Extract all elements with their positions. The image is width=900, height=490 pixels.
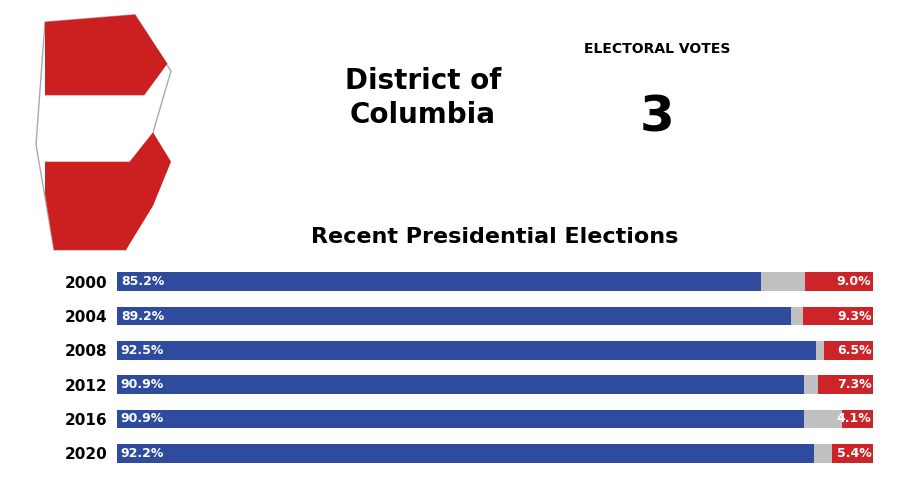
Polygon shape: [45, 132, 171, 250]
Text: 6.5%: 6.5%: [837, 344, 871, 357]
Polygon shape: [45, 96, 153, 162]
Bar: [842, 410, 873, 428]
Polygon shape: [71, 20, 102, 59]
Text: Recent Presidential Elections: Recent Presidential Elections: [311, 227, 679, 247]
Polygon shape: [36, 15, 171, 250]
Text: 85.2%: 85.2%: [121, 275, 164, 288]
Bar: [761, 272, 805, 291]
Bar: [824, 341, 873, 360]
Text: 7.3%: 7.3%: [837, 378, 871, 391]
Text: 90.9%: 90.9%: [121, 378, 164, 391]
Bar: [117, 341, 816, 360]
Text: ELECTORAL VOTES: ELECTORAL VOTES: [584, 42, 730, 56]
Text: 9.0%: 9.0%: [837, 275, 871, 288]
Bar: [814, 444, 832, 463]
Bar: [117, 307, 791, 325]
Text: 90.9%: 90.9%: [121, 413, 164, 425]
Text: District of
Columbia: District of Columbia: [345, 67, 501, 129]
Bar: [117, 375, 805, 394]
Text: 3: 3: [640, 94, 674, 142]
Text: 92.2%: 92.2%: [121, 447, 164, 460]
Bar: [832, 444, 873, 463]
Bar: [805, 410, 842, 428]
Polygon shape: [45, 15, 167, 96]
Bar: [803, 307, 873, 325]
Bar: [117, 444, 814, 463]
Bar: [818, 375, 873, 394]
Bar: [117, 410, 805, 428]
Bar: [805, 375, 818, 394]
Bar: [117, 272, 761, 291]
Bar: [816, 341, 824, 360]
Text: 4.1%: 4.1%: [837, 413, 871, 425]
Text: 92.5%: 92.5%: [121, 344, 164, 357]
Text: 89.2%: 89.2%: [121, 310, 164, 322]
Text: 9.3%: 9.3%: [837, 310, 871, 322]
Bar: [805, 272, 873, 291]
Bar: [791, 307, 803, 325]
Text: 5.4%: 5.4%: [837, 447, 871, 460]
